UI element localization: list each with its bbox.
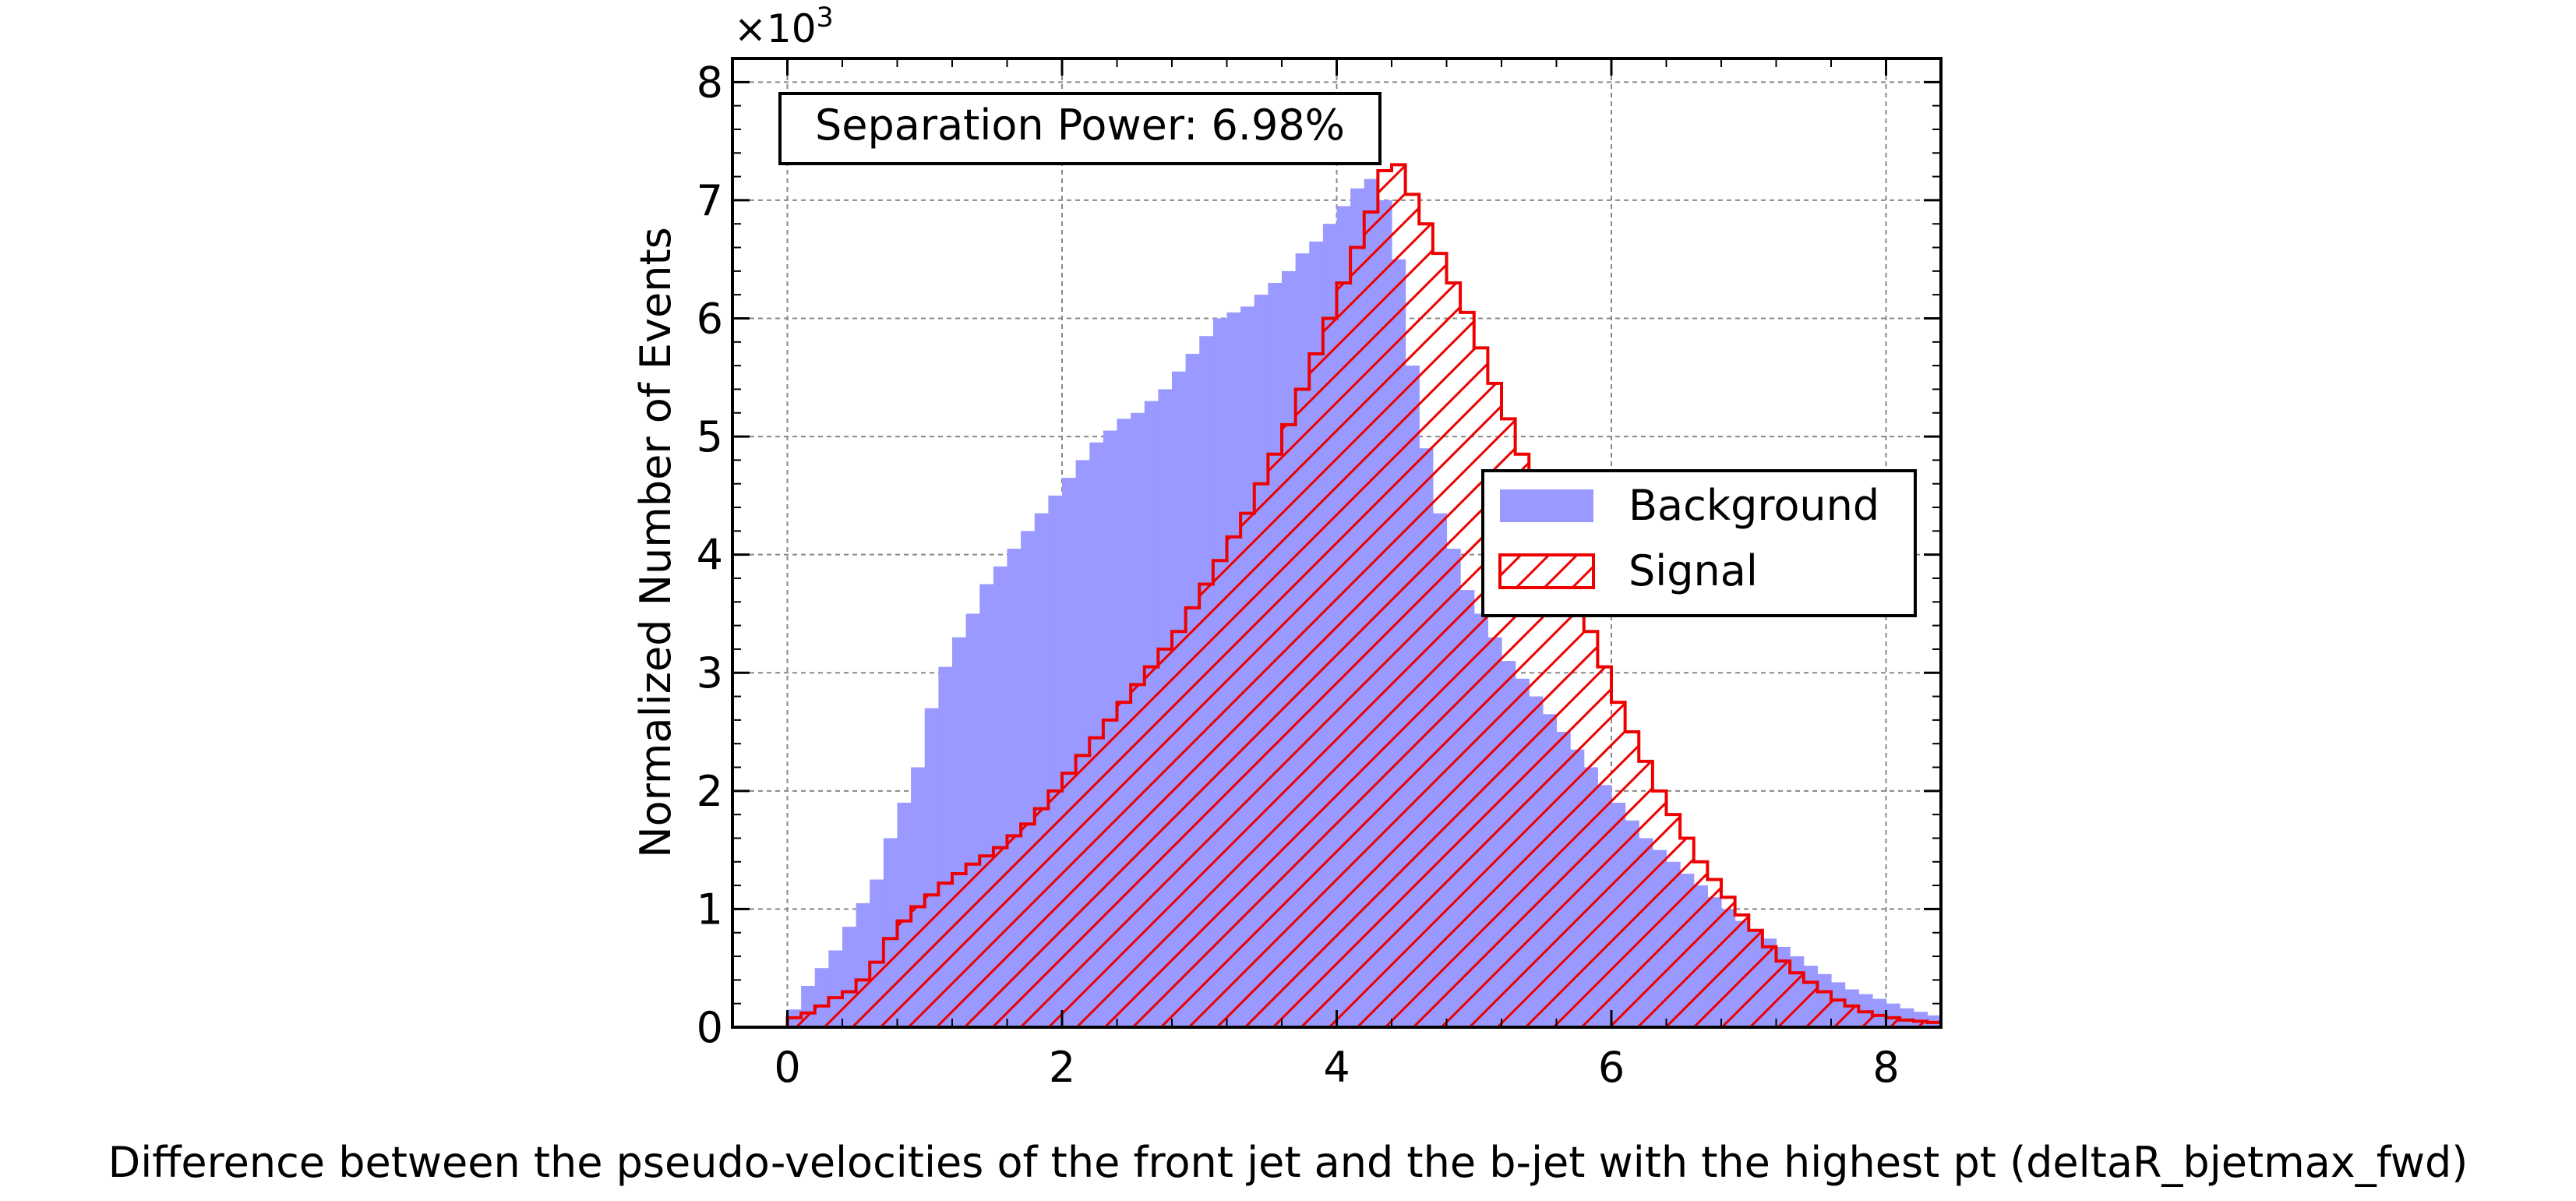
background-bar [1955, 1020, 1969, 1027]
y-tick-label: 4 [697, 531, 723, 580]
y-scale-multiplier: ×103 [734, 2, 834, 51]
x-axis-label: Difference between the pseudo-velocities… [108, 1138, 2468, 1187]
y-tick-label: 1 [697, 885, 723, 934]
x-tick-label: 0 [774, 1043, 800, 1092]
tick-labels: 0 2 4 6 8 0 1 2 3 4 5 6 7 8 [697, 58, 1900, 1092]
x-tick-label: 2 [1049, 1043, 1075, 1092]
y-tick-label: 5 [697, 412, 723, 461]
y-axis-label: Normalized Number of Events [631, 227, 680, 858]
background-bar [1941, 1018, 1955, 1027]
legend-label-signal: Signal [1629, 546, 1758, 595]
x-tick-label: 6 [1598, 1043, 1625, 1092]
background-bar [2065, 1026, 2079, 1027]
background-bar [2037, 1026, 2051, 1027]
y-tick-label: 7 [697, 176, 723, 225]
y-tick-label: 3 [697, 648, 723, 698]
y-tick-label: 2 [697, 767, 723, 816]
x-tick-label: 8 [1872, 1043, 1899, 1092]
background-bar [2024, 1026, 2038, 1027]
plot-frame [731, 57, 1943, 1029]
background-bar [1996, 1023, 2010, 1027]
y-tick-label: 0 [697, 1003, 723, 1052]
separation-power-text: Separation Power: 6.98% [815, 101, 1345, 150]
background-bar [2051, 1026, 2065, 1027]
y-tick-label: 8 [697, 58, 723, 107]
background-bar [1968, 1021, 1982, 1027]
signal-histogram [785, 163, 1941, 1027]
annotation-box: Separation Power: 6.98% [778, 92, 1382, 165]
x-tick-label: 4 [1323, 1043, 1350, 1092]
legend-swatch-signal [1498, 553, 1595, 589]
background-bar [1982, 1023, 1996, 1027]
y-tick-label: 6 [697, 294, 723, 343]
legend: Background Signal [1481, 469, 1917, 617]
background-bar [2010, 1025, 2024, 1027]
legend-label-background: Background [1629, 481, 1879, 530]
legend-swatch-background [1500, 489, 1593, 522]
